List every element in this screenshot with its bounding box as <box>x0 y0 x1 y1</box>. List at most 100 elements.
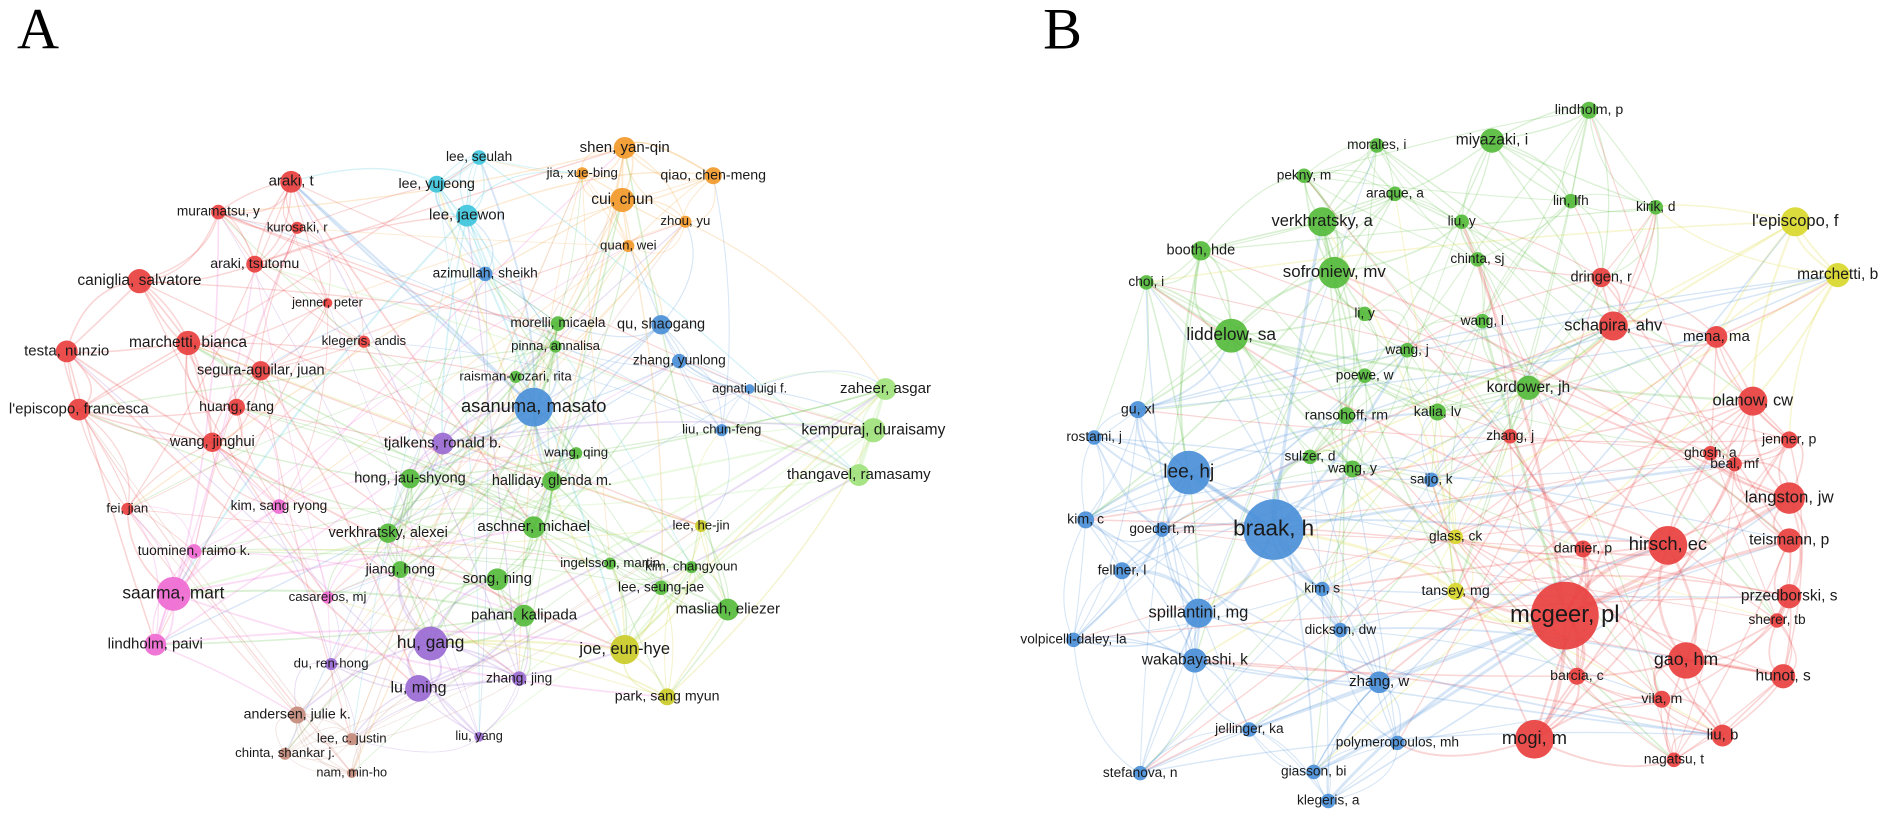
node <box>1077 511 1095 529</box>
edge <box>624 429 874 651</box>
edge <box>1340 627 1687 662</box>
edge <box>749 388 874 431</box>
edge <box>1309 221 1796 458</box>
node-label: teismann, p <box>1749 532 1829 549</box>
edge <box>1600 276 1717 338</box>
edge <box>721 429 860 476</box>
node-label: kalia, lv <box>1414 404 1462 420</box>
node <box>1705 325 1728 348</box>
node <box>246 255 264 273</box>
edge <box>1139 411 1438 774</box>
edge <box>78 409 611 565</box>
edge <box>387 443 444 534</box>
edge <box>1364 309 1409 351</box>
edge <box>1085 519 1196 661</box>
edge <box>1321 479 1432 590</box>
edge <box>1303 171 1396 195</box>
edge <box>1339 630 1398 744</box>
edge <box>173 592 668 698</box>
node <box>211 204 226 220</box>
node <box>1727 456 1742 472</box>
edge <box>1534 738 1675 768</box>
edge <box>211 441 280 508</box>
edge <box>442 421 874 445</box>
edge <box>351 678 520 740</box>
edge <box>1313 145 1378 773</box>
edge <box>551 480 611 564</box>
node-label: saijo, k <box>1410 472 1453 487</box>
edge <box>1137 409 1790 443</box>
node-label: cui, chun <box>591 191 653 208</box>
node-label: song, ning <box>463 570 532 587</box>
edge <box>278 506 328 598</box>
node <box>1333 622 1348 638</box>
edge <box>1564 496 1791 618</box>
edge <box>624 388 887 651</box>
edge <box>628 221 686 254</box>
edge <box>1588 109 1657 208</box>
node-label: gao, hm <box>1654 649 1718 669</box>
edge <box>194 506 280 553</box>
edge <box>515 199 623 378</box>
node <box>1369 138 1385 153</box>
edge <box>442 388 750 445</box>
edge <box>557 173 583 324</box>
edge <box>1396 277 1602 744</box>
edge <box>1352 457 1432 481</box>
edge <box>400 567 525 616</box>
edge <box>1612 207 1657 327</box>
edge <box>211 441 520 680</box>
edge <box>409 478 692 568</box>
node <box>1738 386 1768 416</box>
node <box>280 170 303 193</box>
edge <box>1273 462 1735 531</box>
node <box>1447 582 1465 600</box>
node-label: giasson, bi <box>1281 764 1346 779</box>
node-label: kordower, jh <box>1487 379 1571 396</box>
node <box>228 398 246 416</box>
node-label: morales, i <box>1347 137 1406 152</box>
node <box>321 591 334 604</box>
edge <box>139 280 702 527</box>
node-label: jiang, hong <box>365 561 435 577</box>
edge <box>1321 221 1778 621</box>
edge <box>442 376 516 444</box>
edge <box>254 263 364 343</box>
edge <box>254 263 328 303</box>
edge <box>749 388 860 476</box>
edge <box>1782 439 1803 677</box>
edge <box>126 441 213 510</box>
edge <box>624 147 686 222</box>
edge <box>1376 145 1462 223</box>
edge <box>1162 452 1711 531</box>
edge <box>278 147 626 507</box>
edge <box>218 147 625 213</box>
edge <box>1333 271 1790 542</box>
edge <box>1394 193 1478 260</box>
edge <box>1200 193 1396 252</box>
edge <box>1200 250 1711 454</box>
node <box>405 675 432 702</box>
edge <box>254 181 292 265</box>
edge <box>479 157 583 175</box>
node <box>1242 722 1257 737</box>
node <box>1777 528 1802 553</box>
edge <box>1327 614 1566 803</box>
node <box>542 471 562 491</box>
node-label: goedert, m <box>1129 521 1194 536</box>
edge <box>1533 336 1718 740</box>
edge <box>66 350 420 689</box>
edge <box>660 324 750 390</box>
node <box>67 398 90 421</box>
edge <box>290 181 329 304</box>
edge <box>1085 478 1432 521</box>
edge <box>1139 336 1717 774</box>
node <box>1243 499 1304 560</box>
edge <box>721 388 886 433</box>
edge <box>1085 519 1380 683</box>
node-label: agnati, luigi f. <box>712 380 787 395</box>
edge <box>363 341 444 444</box>
edge <box>1137 282 1149 410</box>
node <box>175 330 201 356</box>
node-label: dickson, dw <box>1305 622 1377 637</box>
